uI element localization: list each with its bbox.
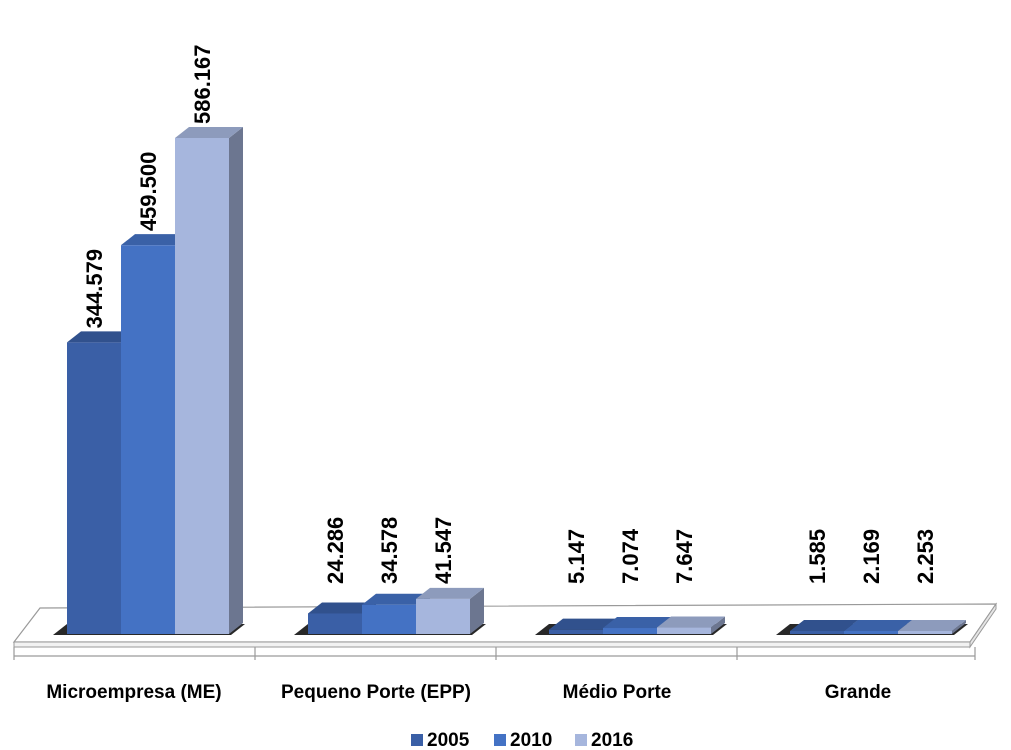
bar-top-face (603, 617, 671, 629)
floor-front (13, 641, 971, 648)
bar-front-face (175, 138, 229, 634)
data-label: 344.579 (82, 249, 107, 329)
category-label: Médio Porte (563, 682, 672, 703)
legend-item-2005: 2005 (411, 730, 470, 750)
bar-top-face (790, 620, 858, 631)
bar-top-face (67, 331, 135, 343)
bar-front-face (121, 245, 175, 634)
bar-top-face (844, 620, 912, 631)
bar-side-face (952, 620, 966, 634)
category-label: Microempresa (ME) (46, 682, 221, 703)
bar-2016 (657, 616, 725, 634)
bar-top-face (121, 234, 189, 246)
bar-top-face (549, 618, 617, 630)
bar-top-face (416, 587, 484, 599)
category-label: Pequeno Porte (EPP) (281, 682, 471, 703)
data-label: 7.647 (672, 529, 697, 584)
legend-swatch (575, 734, 587, 746)
category-label: Grande (825, 682, 892, 703)
legend-label: 2010 (510, 730, 552, 750)
legend-item-2016: 2016 (575, 730, 633, 750)
data-label: 24.286 (323, 517, 348, 584)
legend-item-2010: 2010 (494, 730, 552, 750)
bar-top-face (898, 620, 966, 631)
floor-side (969, 602, 997, 649)
chart-bars (67, 127, 966, 634)
bar-front-face (657, 627, 711, 634)
bar-front-face (416, 598, 470, 634)
data-label: 586.167 (190, 44, 215, 124)
bar-front-face (898, 631, 952, 634)
data-label: 2.253 (913, 529, 938, 584)
data-labels: 344.579 459.500 586.167 24.286 34.578 41.547 5… (82, 44, 938, 584)
data-label: 2.169 (859, 529, 884, 584)
data-label: 7.074 (618, 528, 643, 584)
bar-top-face (175, 127, 243, 138)
data-label: 5.147 (564, 529, 589, 584)
category-labels: Microempresa (ME) Pequeno Porte (EPP) Médi… (46, 682, 891, 703)
data-label: 34.578 (377, 517, 402, 584)
bar-2016 (416, 587, 484, 634)
data-label: 41.547 (431, 517, 456, 584)
bar-2016 (898, 620, 966, 634)
bar-front-face (790, 631, 844, 634)
bar-top-face (657, 616, 725, 628)
legend-swatch (494, 734, 506, 746)
legend-label: 2016 (591, 730, 633, 750)
bar-front-face (844, 631, 898, 634)
bar-side-face (470, 587, 484, 634)
bar-front-face (603, 628, 657, 634)
bar-top-face (362, 593, 430, 605)
bar-front-face (67, 342, 121, 634)
legend: 2005 2010 2016 (411, 730, 633, 750)
bar-front-face (549, 629, 603, 634)
legend-label: 2005 (427, 730, 470, 750)
bar-front-face (308, 613, 362, 634)
bar-top-face (308, 602, 376, 614)
data-label: 459.500 (136, 152, 161, 232)
bar-side-face (711, 616, 725, 634)
bar-front-face (362, 604, 416, 634)
bar-2016 (175, 127, 243, 634)
bar-side-face (229, 127, 243, 634)
legend-swatch (411, 734, 423, 746)
x-axis (13, 647, 976, 660)
data-label: 1.585 (805, 529, 830, 584)
